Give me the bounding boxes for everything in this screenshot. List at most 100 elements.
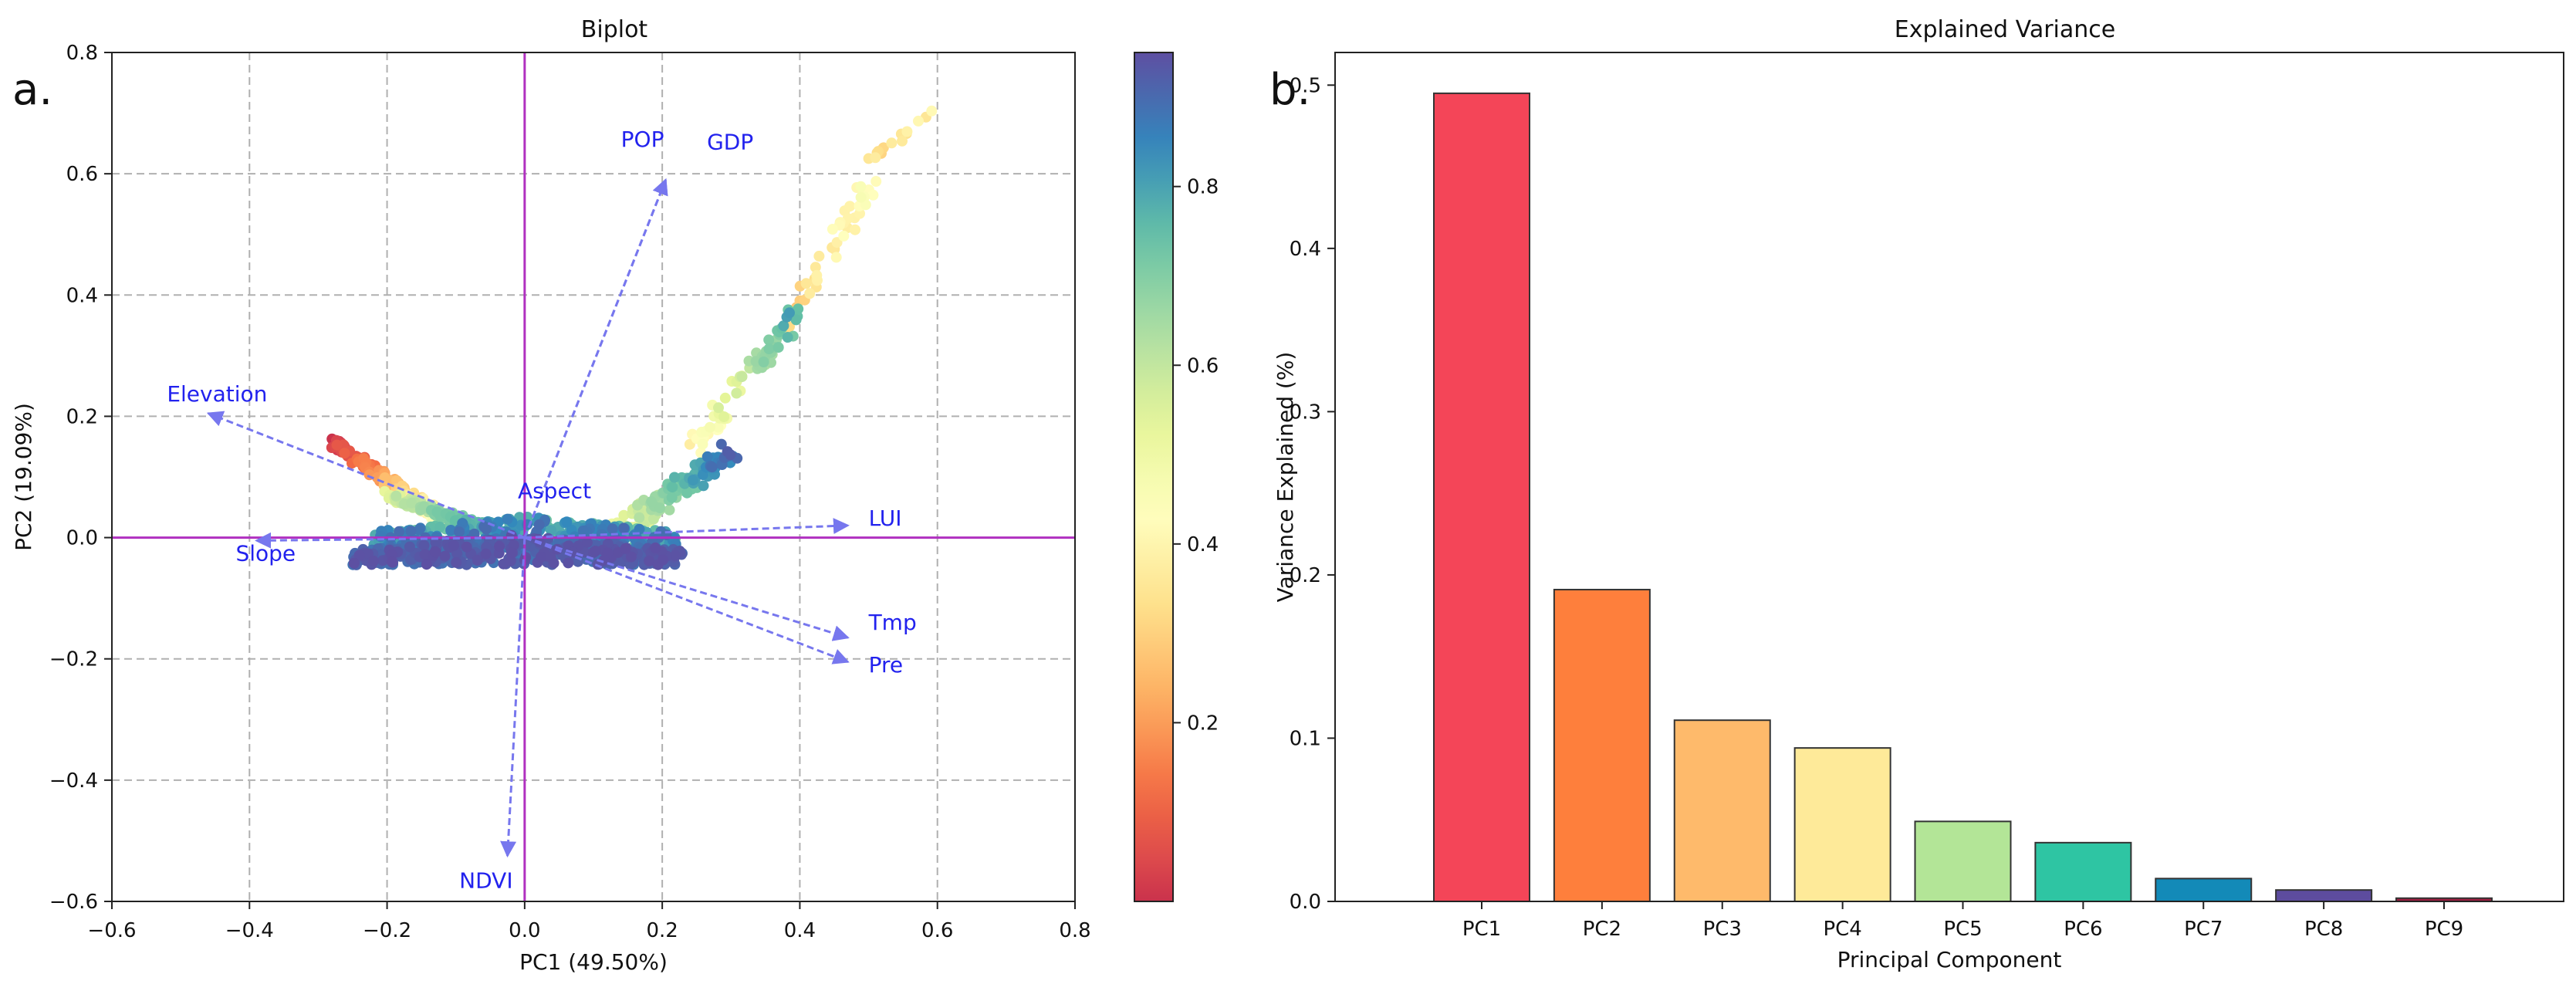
colorbar-tick-label: 0.2	[1187, 712, 1219, 735]
variance-bar-pc1	[1433, 92, 1530, 902]
biplot-point	[590, 546, 601, 557]
biplot-point	[354, 549, 365, 561]
biplot-point	[445, 525, 457, 536]
biplot-point	[713, 402, 724, 414]
biplot-point	[926, 105, 938, 117]
variance-x-tick-label: PC1	[1462, 918, 1501, 941]
biplot-point	[348, 557, 360, 569]
biplot-point	[804, 288, 816, 299]
biplot-point	[813, 250, 825, 262]
variance-x-tick-label: PC3	[1703, 918, 1742, 941]
biplot-point	[725, 449, 736, 461]
biplot-x-tick-label: −0.4	[225, 919, 274, 942]
biplot-y-tick-label: −0.6	[49, 891, 98, 914]
loading-arrow-ndvi	[500, 537, 526, 858]
biplot-point	[454, 526, 465, 538]
biplot-point	[688, 475, 698, 486]
panel-label-a: a.	[12, 65, 53, 115]
biplot-point	[394, 526, 405, 537]
biplot-x-tick-label: 0.2	[646, 919, 678, 942]
variance-x-tick-label: PC7	[2184, 918, 2223, 941]
biplot-point	[719, 392, 731, 404]
biplot-point	[698, 480, 709, 492]
biplot-point	[778, 320, 789, 332]
biplot-y-ticks: −0.6 −0.4 −0.2 0.0 0.2 0.4 0.6 0.8	[49, 42, 112, 914]
loading-label-pop: POP	[621, 127, 664, 152]
loading-label-aspect: Aspect	[518, 478, 591, 504]
variance-y-tick-label: 0.2	[1290, 564, 1321, 587]
variance-y-tick-label: 0.3	[1290, 401, 1321, 424]
biplot-point	[667, 482, 678, 493]
biplot-point	[901, 126, 913, 137]
variance-x-ticks: PC1 PC2 PC3 PC4 PC5 PC6 PC7 PC8 PC9	[1462, 901, 2463, 941]
biplot-point	[830, 252, 842, 263]
biplot-x-tick-label: 0.4	[784, 919, 816, 942]
colorbar-ticks: 0.2 0.4 0.6 0.8	[1173, 176, 1219, 735]
variance-x-tick-label: PC8	[2304, 918, 2343, 941]
biplot-point	[472, 555, 483, 566]
panel-label-b: b.	[1269, 65, 1311, 115]
biplot-point	[701, 451, 713, 462]
biplot-point	[387, 556, 398, 568]
biplot-point	[838, 230, 850, 242]
biplot-point	[625, 551, 637, 563]
variance-bar-pc6	[2034, 841, 2132, 903]
colorbar-tick-label: 0.4	[1187, 533, 1219, 556]
biplot-point	[831, 237, 843, 249]
biplot-x-tick-label: −0.6	[87, 919, 136, 942]
biplot-point	[718, 411, 730, 422]
biplot-point	[607, 523, 618, 535]
biplot-point	[405, 526, 417, 537]
variance-y-axis-label: Variance Explained (%)	[1273, 352, 1298, 603]
biplot-point	[480, 548, 492, 560]
biplot-grid	[112, 52, 1075, 901]
variance-bar-pc7	[2155, 877, 2253, 903]
variance-panel: Explained Variance PC1 PC2 PC3 PC4 PC5 PC6 PC7…	[1273, 16, 2564, 972]
biplot-point	[658, 554, 668, 566]
biplot-loading-arrows	[206, 178, 850, 858]
biplot-point	[563, 557, 574, 569]
biplot-point	[439, 550, 451, 562]
biplot-point	[763, 334, 775, 346]
variance-bar-pc4	[1793, 747, 1891, 903]
biplot-point	[431, 506, 443, 518]
variance-y-tick-label: 0.0	[1290, 891, 1321, 914]
variance-bar-pc5	[1914, 820, 2012, 903]
biplot-point	[850, 224, 860, 235]
biplot-point	[870, 152, 881, 164]
biplot-point	[577, 526, 589, 536]
biplot-point	[669, 549, 681, 561]
loading-label-pre: Pre	[869, 652, 904, 678]
biplot-point	[855, 181, 867, 192]
biplot-x-ticks: −0.6 −0.4 −0.2 0.0 0.2 0.4 0.6 0.8	[87, 901, 1091, 942]
variance-x-axis-label: Principal Component	[1837, 947, 2062, 972]
loading-arrow-elevation	[206, 411, 526, 539]
biplot-y-tick-label: 0.2	[66, 405, 98, 428]
loading-label-ndvi: NDVI	[459, 868, 512, 894]
biplot-point	[505, 555, 516, 566]
biplot-point	[790, 314, 802, 326]
biplot-point	[448, 539, 460, 551]
variance-bars	[1433, 92, 2493, 903]
biplot-point	[736, 371, 748, 383]
biplot-point	[844, 201, 856, 212]
biplot-title: Biplot	[581, 16, 648, 43]
biplot-y-tick-label: −0.4	[49, 769, 98, 793]
biplot-point	[913, 115, 924, 127]
variance-x-tick-label: PC6	[2064, 918, 2102, 941]
biplot-point	[451, 556, 462, 568]
colorbar: 0.2 0.4 0.6 0.8	[1134, 52, 1219, 902]
variance-x-tick-label: PC5	[1943, 918, 1982, 941]
variance-y-tick-label: 0.4	[1290, 238, 1321, 261]
biplot-point	[481, 523, 492, 535]
biplot-point	[634, 512, 645, 523]
biplot-point	[782, 332, 793, 343]
loading-label-tmp: Tmp	[868, 610, 917, 635]
biplot-point	[811, 269, 823, 281]
biplot-point	[715, 438, 727, 450]
biplot-y-tick-label: 0.8	[66, 42, 98, 65]
biplot-y-axis-label: PC2 (19.09%)	[11, 403, 36, 551]
variance-y-ticks: 0.0 0.1 0.2 0.3 0.4 0.5	[1290, 74, 1335, 914]
biplot-point	[763, 343, 775, 355]
biplot-point	[666, 492, 678, 503]
